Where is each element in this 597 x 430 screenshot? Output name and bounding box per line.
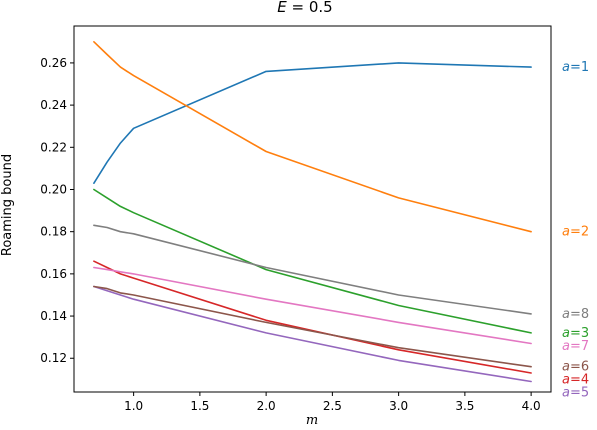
y-tick-label: 0.16 bbox=[40, 267, 67, 281]
chart-title-value: = 0.5 bbox=[287, 0, 333, 16]
x-axis-label: m bbox=[306, 413, 318, 428]
y-tick-label: 0.22 bbox=[40, 140, 67, 154]
series-line-a-5 bbox=[93, 285, 532, 383]
series-line-a-6 bbox=[93, 285, 532, 368]
x-tick-label: 4.0 bbox=[522, 399, 541, 413]
y-tick-label: 0.18 bbox=[40, 225, 67, 239]
x-tick-label: 2.5 bbox=[323, 399, 342, 413]
series-label-symbol: a bbox=[562, 373, 570, 388]
series-line-a-7 bbox=[93, 266, 532, 345]
series-label-a-1: a=1 bbox=[562, 60, 589, 75]
series-label-a-8: a=8 bbox=[562, 307, 589, 322]
series-label-value: =7 bbox=[570, 339, 589, 354]
y-tick-label: 0.14 bbox=[40, 309, 67, 323]
series-label-value: =5 bbox=[570, 386, 589, 401]
series-label-value: =4 bbox=[570, 373, 589, 388]
series-label-value: =8 bbox=[570, 307, 589, 322]
series-label-value: =2 bbox=[570, 225, 589, 240]
x-tick-label: 3.0 bbox=[389, 399, 408, 413]
x-tick-label: 1.0 bbox=[124, 399, 143, 413]
series-line-a-2 bbox=[93, 40, 532, 233]
series-label-a-6: a=6 bbox=[562, 360, 589, 375]
series-label-symbol: a bbox=[562, 386, 570, 401]
series-label-value: =1 bbox=[570, 60, 589, 75]
series-label-symbol: a bbox=[562, 60, 570, 75]
series-line-a-8 bbox=[93, 224, 532, 315]
series-label-a-5: a=5 bbox=[562, 386, 589, 401]
series-label-symbol: a bbox=[562, 326, 570, 341]
chart-title-symbol: E bbox=[277, 0, 287, 16]
series-line-a-4 bbox=[93, 260, 532, 374]
y-tick-label: 0.26 bbox=[40, 56, 67, 70]
series-line-a-3 bbox=[93, 188, 532, 334]
series-line-a-1 bbox=[93, 62, 532, 184]
y-tick-label: 0.12 bbox=[40, 351, 67, 365]
series-label-symbol: a bbox=[562, 339, 570, 354]
y-tick-label: 0.24 bbox=[40, 98, 67, 112]
series-label-a-7: a=7 bbox=[562, 339, 589, 354]
series-label-a-4: a=4 bbox=[562, 373, 589, 388]
series-label-value: =3 bbox=[570, 326, 589, 341]
series-label-symbol: a bbox=[562, 225, 570, 240]
y-axis-label: Roaming bound bbox=[0, 154, 15, 256]
series-label-a-3: a=3 bbox=[562, 326, 589, 341]
series-label-symbol: a bbox=[562, 360, 570, 375]
series-label-a-2: a=2 bbox=[562, 225, 589, 240]
series-label-value: =6 bbox=[570, 360, 589, 375]
series-label-symbol: a bbox=[562, 307, 570, 322]
plot-area bbox=[93, 40, 532, 383]
chart-title: E = 0.5 bbox=[277, 0, 332, 16]
x-tick-label: 1.5 bbox=[190, 399, 209, 413]
x-tick-label: 3.5 bbox=[455, 399, 474, 413]
y-tick-label: 0.20 bbox=[40, 182, 67, 196]
x-tick-label: 2.0 bbox=[257, 399, 276, 413]
axes-frame bbox=[73, 25, 552, 393]
